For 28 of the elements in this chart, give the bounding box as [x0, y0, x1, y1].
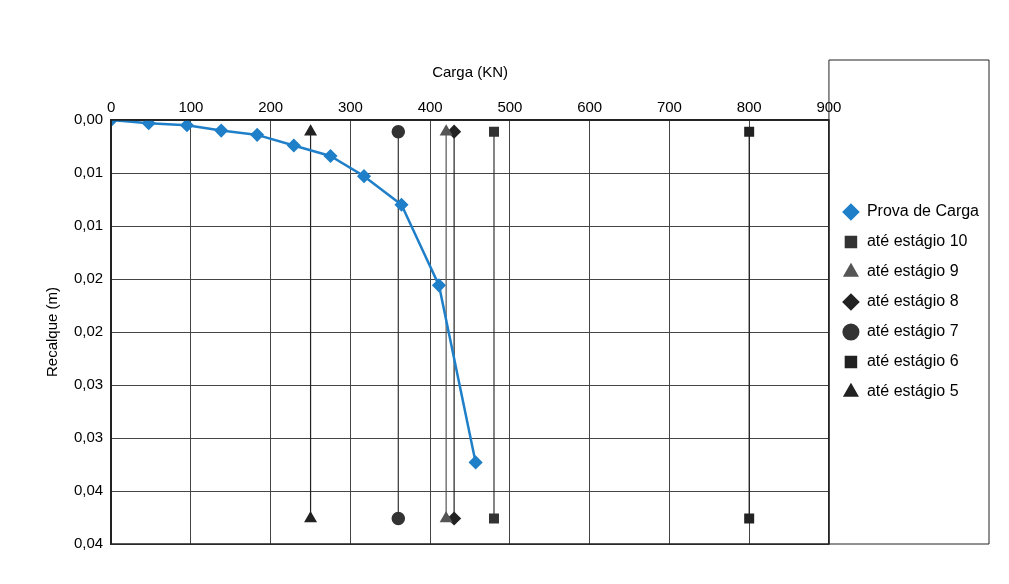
- y-axis-title: Recalque (m): [43, 286, 61, 378]
- y-tick-label: 0,02: [73, 269, 104, 287]
- y-tick-label: 0,01: [73, 163, 104, 181]
- x-tick-label: 600: [577, 98, 603, 116]
- y-tick-label: 0,04: [73, 481, 104, 499]
- x-tick-label: 100: [178, 98, 204, 116]
- x-tick-label: 700: [656, 98, 682, 116]
- y-tick-label: 0,03: [73, 375, 104, 393]
- legend-label: até estágio 5: [866, 382, 959, 400]
- x-tick-label: 800: [736, 98, 762, 116]
- y-tick-label: 0,04: [73, 534, 104, 552]
- legend-label: até estágio 10: [866, 232, 968, 250]
- x-tick-label: 500: [497, 98, 523, 116]
- x-tick-label: 200: [258, 98, 284, 116]
- y-tick-label: 0,03: [73, 428, 104, 446]
- x-axis-title: Carga (KN): [432, 63, 508, 81]
- x-tick-label: 900: [816, 98, 842, 116]
- y-tick-label: 0,01: [73, 216, 104, 234]
- legend-label: até estágio 8: [866, 292, 959, 310]
- x-tick-label: 0: [107, 98, 116, 116]
- legend-label: até estágio 6: [866, 352, 959, 370]
- y-tick-label: 0,02: [73, 322, 104, 340]
- x-tick-label: 300: [337, 98, 363, 116]
- y-tick-label: 0,00: [73, 110, 104, 128]
- x-tick-label: 400: [417, 98, 443, 116]
- legend-label: até estágio 7: [866, 322, 959, 340]
- legend-label: Prova de Carga: [866, 202, 980, 220]
- legend-label: até estágio 9: [866, 262, 959, 280]
